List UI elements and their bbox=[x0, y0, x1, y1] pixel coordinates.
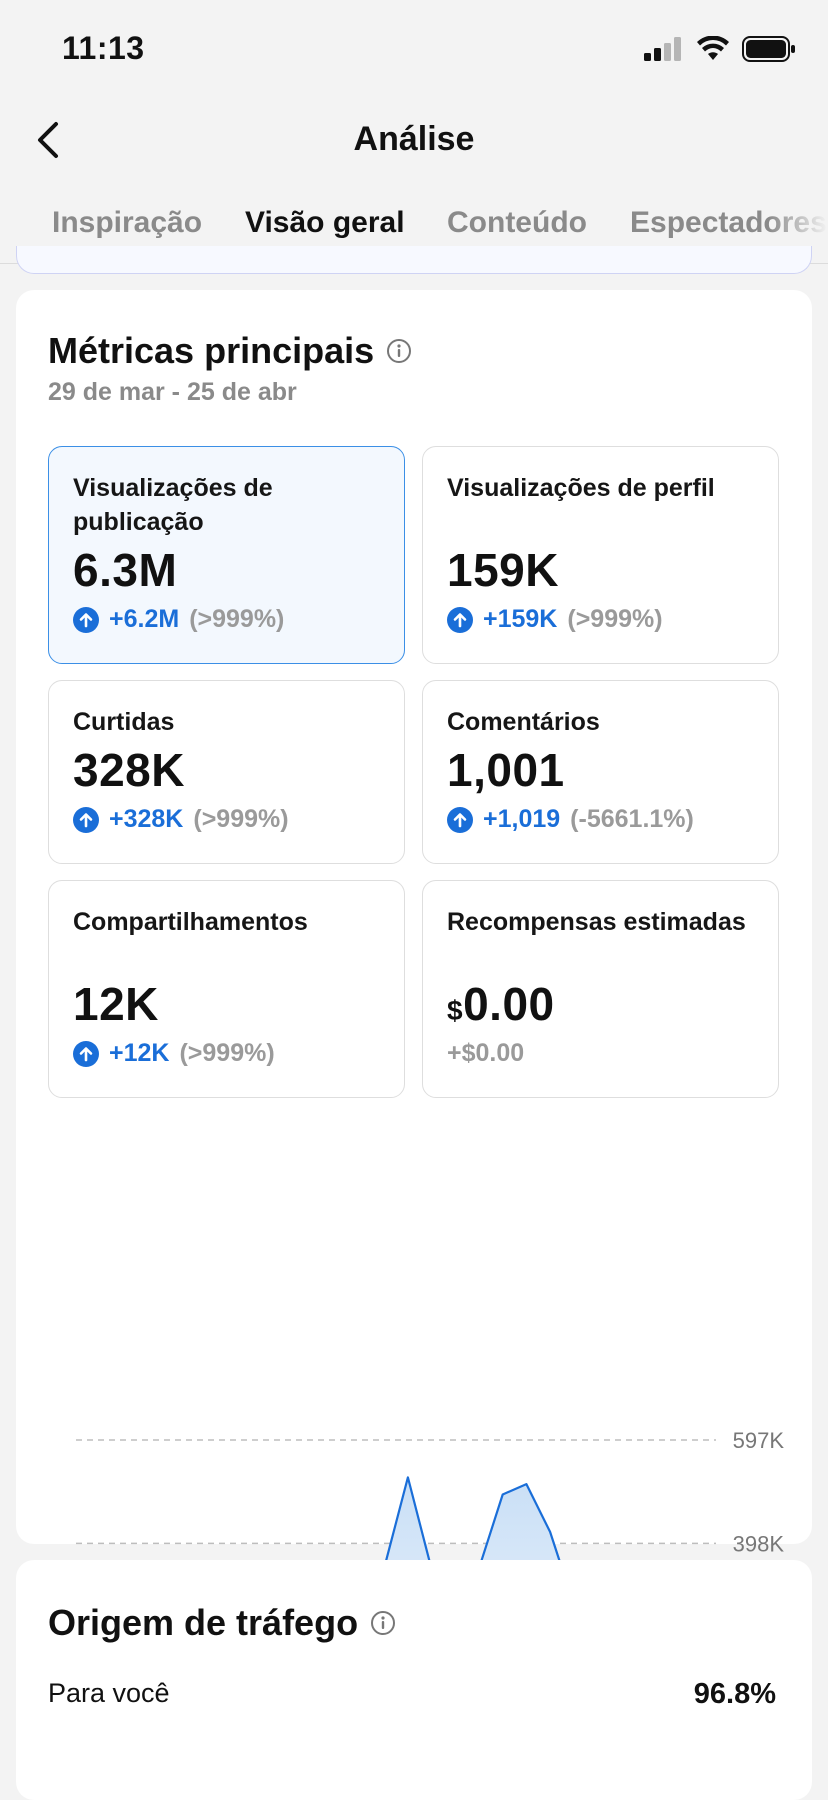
traffic-title: Origem de tráfego bbox=[48, 1602, 359, 1643]
metric-label: Comentários bbox=[447, 708, 600, 736]
traffic-source-percent: 96.8% bbox=[693, 1678, 776, 1710]
traffic-row: Para você 96.8% bbox=[48, 1678, 776, 1711]
chart-y-tick-label: 398K bbox=[733, 1531, 785, 1556]
metric-tile-estimated-rewards[interactable]: Recompensas estimadas $0.00 +$0.00 bbox=[422, 880, 779, 1098]
metric-value: 12K bbox=[73, 978, 159, 1030]
arrow-up-circle-icon bbox=[73, 806, 99, 833]
metric-delta: +1,019 (-5661.1%) bbox=[447, 805, 694, 834]
metric-delta-value: +$0.00 bbox=[447, 1039, 525, 1067]
metric-delta-value: +328K bbox=[109, 805, 184, 833]
metric-delta: +6.2M (>999%) bbox=[73, 605, 284, 634]
metric-delta-value: +159K bbox=[483, 605, 558, 633]
chart-y-tick-label: 597K bbox=[733, 1428, 785, 1453]
metric-label: Curtidas bbox=[73, 708, 175, 736]
currency-symbol: $ bbox=[447, 995, 464, 1026]
metric-value: 328K bbox=[73, 744, 185, 796]
tab-inspiration[interactable]: Inspiração bbox=[52, 206, 203, 239]
metric-delta-percent: (>999%) bbox=[567, 605, 663, 633]
key-metrics-card: Métricas principais 29 de mar - 25 de ab… bbox=[16, 290, 812, 1797]
metric-value: 159K bbox=[447, 544, 559, 596]
tab-content[interactable]: Conteúdo bbox=[447, 206, 587, 239]
traffic-source-label: Para você bbox=[48, 1678, 170, 1708]
reward-amount: 0.00 bbox=[463, 978, 555, 1030]
page-title: Análise bbox=[353, 120, 475, 158]
traffic-source-card: Origem de tráfego Para você 96.8% bbox=[16, 1560, 812, 1800]
arrow-up-circle-icon bbox=[447, 806, 473, 833]
info-icon[interactable] bbox=[386, 338, 412, 364]
wifi-icon bbox=[697, 36, 729, 60]
metric-delta-value: +6.2M bbox=[109, 605, 180, 633]
arrow-up-circle-icon bbox=[73, 1040, 99, 1067]
metrics-title-row: Métricas principais bbox=[48, 330, 412, 372]
metric-value: 1,001 bbox=[447, 744, 565, 796]
status-time: 11:13 bbox=[62, 30, 145, 66]
metric-tile-shares[interactable]: Compartilhamentos 12K +12K (>999%) bbox=[48, 880, 405, 1098]
metric-value: 6.3M bbox=[73, 544, 178, 596]
info-icon[interactable] bbox=[370, 1610, 396, 1636]
nav-bar: Análise bbox=[0, 100, 828, 180]
back-button[interactable] bbox=[28, 118, 72, 162]
metric-label: Compartilhamentos bbox=[73, 908, 308, 936]
status-bar: 11:13 bbox=[0, 0, 828, 100]
battery-icon bbox=[742, 36, 795, 62]
arrow-up-circle-icon bbox=[73, 606, 99, 633]
metric-label: Visualizações de publicação bbox=[73, 474, 273, 536]
metric-delta-percent: (>999%) bbox=[193, 805, 289, 833]
previous-card-edge bbox=[16, 246, 812, 274]
metric-delta: +159K (>999%) bbox=[447, 605, 663, 634]
metric-delta-percent: (>999%) bbox=[179, 1039, 275, 1067]
metric-delta-value: +12K bbox=[109, 1039, 170, 1067]
metric-label: Visualizações de perfil bbox=[447, 474, 715, 502]
status-icons bbox=[644, 36, 796, 62]
metric-label: Recompensas estimadas bbox=[447, 908, 746, 936]
chevron-left-icon bbox=[38, 122, 58, 158]
metric-delta: +328K (>999%) bbox=[73, 805, 289, 834]
metric-value: $0.00 bbox=[447, 977, 555, 1031]
metric-delta-percent: (>999%) bbox=[189, 605, 285, 633]
cellular-signal-icon bbox=[644, 37, 681, 61]
metric-tile-post-views[interactable]: Visualizações de publicação 6.3M +6.2M (… bbox=[48, 446, 405, 664]
metric-delta: +12K (>999%) bbox=[73, 1039, 275, 1068]
metric-tile-profile-views[interactable]: Visualizações de perfil 159K +159K (>999… bbox=[422, 446, 779, 664]
metric-delta-value: +1,019 bbox=[483, 805, 561, 833]
metric-tile-comments[interactable]: Comentários 1,001 +1,019 (-5661.1%) bbox=[422, 680, 779, 864]
date-range: 29 de mar - 25 de abr bbox=[48, 378, 297, 406]
tab-overview[interactable]: Visão geral bbox=[245, 206, 405, 239]
tab-bar: Inspiração Visão geral Conteúdo Espectad… bbox=[0, 190, 828, 264]
metrics-title: Métricas principais bbox=[48, 330, 375, 371]
metric-delta: +$0.00 bbox=[447, 1039, 524, 1068]
traffic-title-row: Origem de tráfego bbox=[48, 1602, 396, 1644]
metric-tile-likes[interactable]: Curtidas 328K +328K (>999%) bbox=[48, 680, 405, 864]
arrow-up-circle-icon bbox=[447, 606, 473, 633]
metric-delta-percent: (-5661.1%) bbox=[570, 805, 694, 833]
